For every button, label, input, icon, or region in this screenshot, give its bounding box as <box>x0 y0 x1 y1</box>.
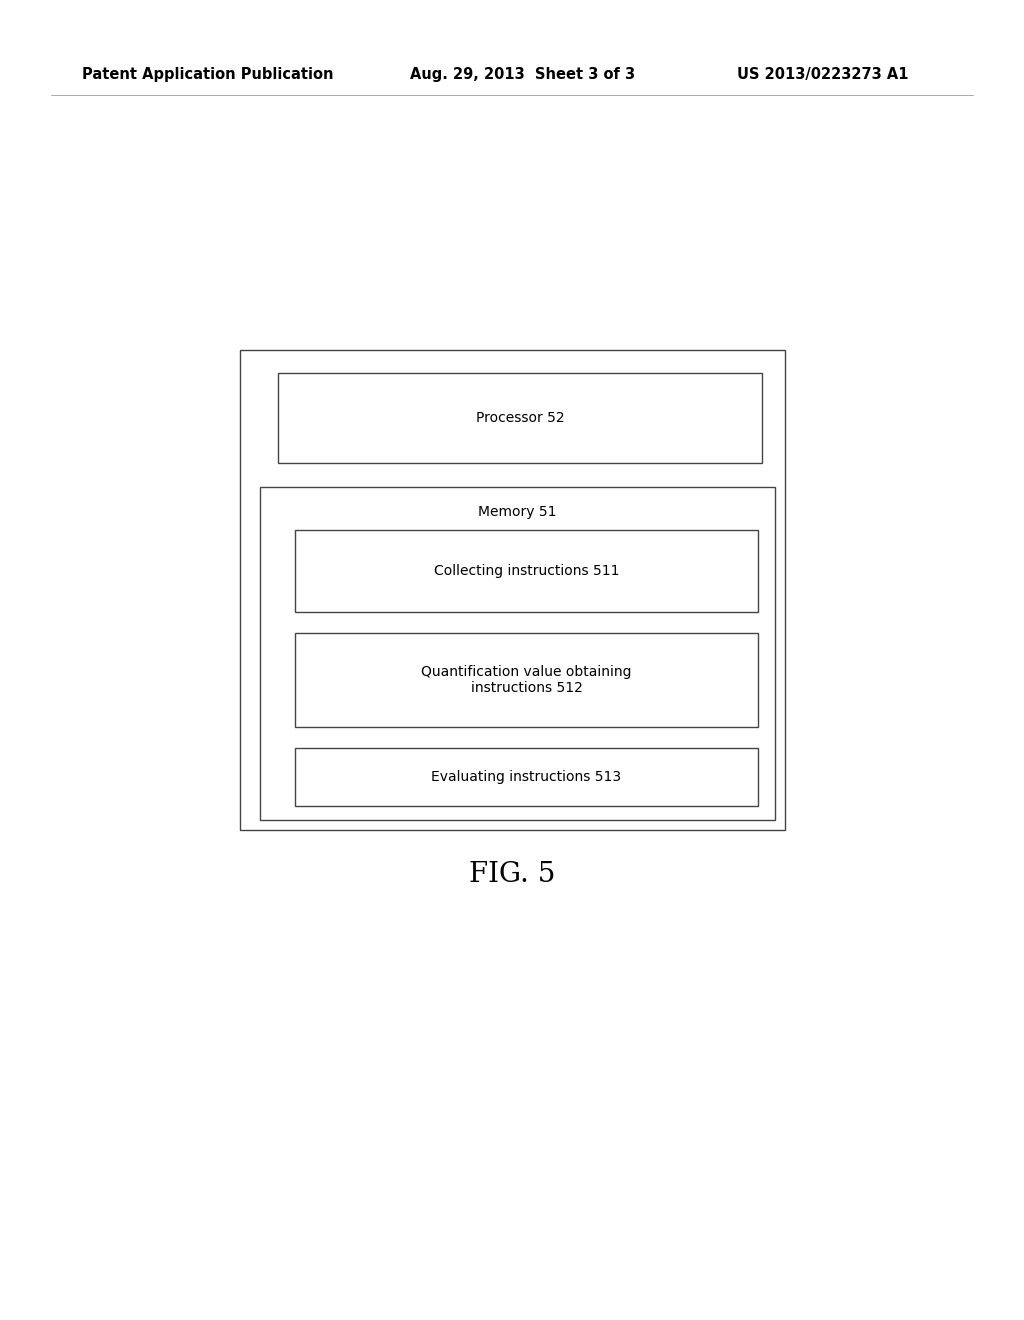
Bar <box>260 487 775 820</box>
Text: Collecting instructions 511: Collecting instructions 511 <box>434 564 620 578</box>
Bar <box>295 748 758 807</box>
Text: US 2013/0223273 A1: US 2013/0223273 A1 <box>737 67 908 82</box>
Text: FIG. 5: FIG. 5 <box>469 862 555 888</box>
Bar <box>295 531 758 612</box>
Text: Aug. 29, 2013  Sheet 3 of 3: Aug. 29, 2013 Sheet 3 of 3 <box>410 67 635 82</box>
Bar <box>278 374 762 463</box>
Text: Processor 52: Processor 52 <box>476 411 564 425</box>
Text: Patent Application Publication: Patent Application Publication <box>82 67 334 82</box>
Text: Quantification value obtaining
instructions 512: Quantification value obtaining instructi… <box>421 665 632 696</box>
Bar <box>240 350 785 830</box>
Text: Memory 51: Memory 51 <box>478 506 557 519</box>
Bar <box>295 634 758 727</box>
Text: Evaluating instructions 513: Evaluating instructions 513 <box>431 770 622 784</box>
